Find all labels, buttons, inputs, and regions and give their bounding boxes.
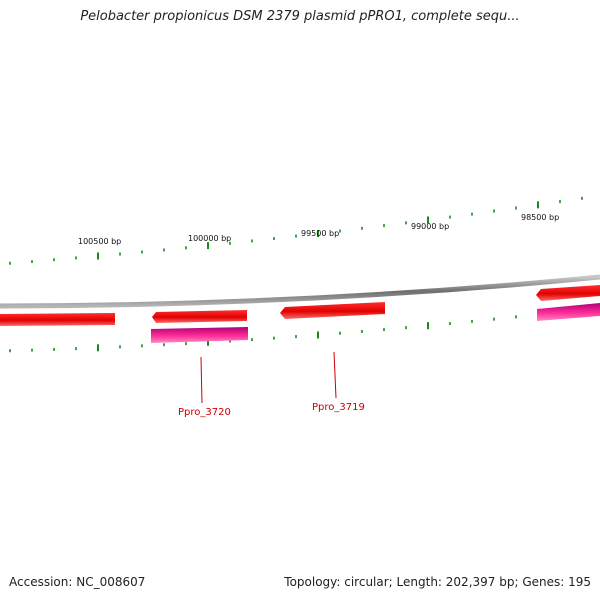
ruler-label-98500: 98500 bp — [521, 213, 559, 222]
ruler-label-100500: 100500 bp — [78, 237, 121, 246]
ruler-label-99000: 99000 bp — [411, 222, 449, 231]
gene-label-ppro-3719[interactable]: Ppro_3719 — [312, 402, 365, 413]
ruler-label-99500: 99500 bp — [301, 229, 339, 238]
topology-summary: Topology: circular; Length: 202,397 bp; … — [284, 575, 591, 589]
gene-block-right[interactable] — [536, 285, 600, 301]
plasmid-backbone — [0, 274, 600, 309]
leader-line-ppro-3719 — [333, 351, 337, 399]
gene-label-ppro-3720[interactable]: Ppro_3720 — [178, 407, 231, 418]
gene-block-ppro-3720[interactable] — [152, 310, 247, 323]
map-title: Pelobacter propionicus DSM 2379 plasmid … — [80, 9, 520, 24]
cds-block-ppro-3720[interactable] — [151, 327, 248, 343]
ruler-label-100000: 100000 bp — [188, 234, 231, 243]
outer-ruler-ticks — [9, 196, 583, 265]
cds-block-right[interactable] — [537, 303, 600, 321]
gene-block-ppro-3719[interactable] — [280, 302, 385, 319]
gene-block-left[interactable] — [0, 313, 115, 326]
accession-text: Accession: NC_008607 — [9, 575, 146, 589]
leader-line-ppro-3720 — [200, 356, 203, 404]
